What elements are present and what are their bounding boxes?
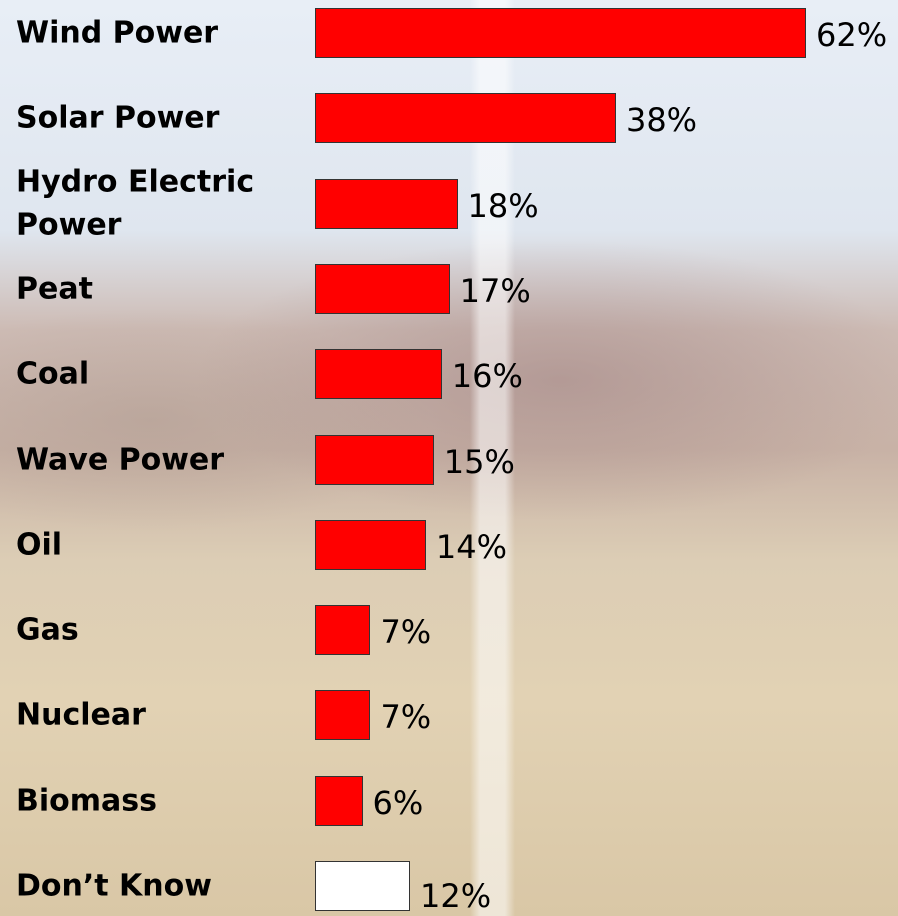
category-label: Don’t Know — [16, 868, 212, 904]
value-label: 62% — [816, 16, 888, 54]
bar — [315, 434, 434, 485]
value-label: 15% — [443, 442, 515, 481]
category-label: Wind Power — [16, 15, 219, 51]
category-label: Oil — [16, 527, 63, 563]
category-label: Nuclear — [16, 697, 146, 733]
value-label: 18% — [467, 186, 539, 225]
value-label: 16% — [451, 357, 523, 396]
bar — [315, 8, 807, 58]
bar — [315, 93, 616, 144]
bar — [315, 690, 371, 741]
bar — [315, 775, 363, 826]
value-label: 12% — [420, 877, 492, 915]
category-label: Gas — [16, 612, 79, 648]
bar — [315, 178, 458, 229]
bar — [315, 519, 426, 570]
category-label: Biomass — [16, 782, 157, 818]
category-label: Solar Power — [16, 100, 220, 136]
value-label: 38% — [625, 101, 698, 140]
bar — [315, 349, 442, 400]
value-label: 14% — [435, 527, 507, 566]
category-label: Wave Power — [16, 441, 225, 477]
category-label: Coal — [16, 356, 90, 392]
value-label: 17% — [459, 271, 531, 310]
bar — [315, 861, 411, 911]
category-label: Hydro Electric Power — [16, 164, 255, 243]
value-label: 7% — [380, 698, 432, 737]
bar — [315, 605, 371, 656]
value-label: 6% — [372, 783, 424, 822]
bar — [315, 263, 450, 314]
category-label: Peat — [16, 271, 93, 307]
value-label: 7% — [380, 613, 432, 652]
